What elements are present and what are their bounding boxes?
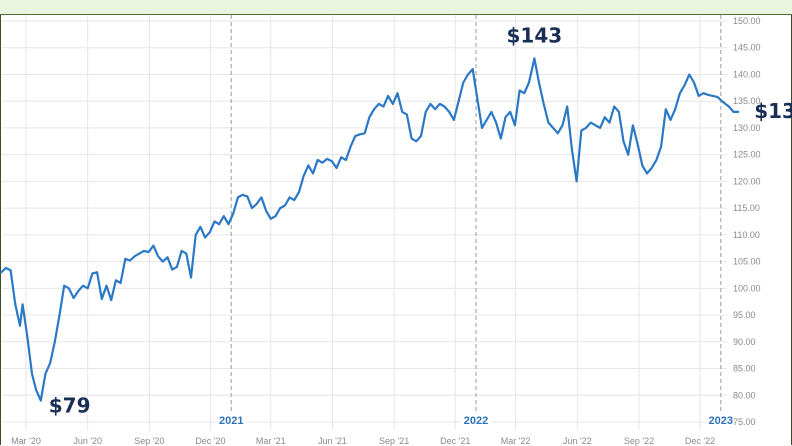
x-tick-label: Mar '21 [256, 436, 286, 446]
x-tick-label: Dec '20 [195, 436, 225, 446]
year-label-bg [460, 412, 493, 426]
x-tick-label: Sep '20 [134, 436, 164, 446]
series-line [0, 57, 740, 402]
x-axis: Mar '20 Jun '20 Sep '20 Dec '20 Mar '21 Jun '… [11, 436, 715, 446]
year-label-bg [215, 412, 248, 426]
price-annotation: $79 [49, 394, 91, 418]
x-tick-label: Jun '20 [73, 436, 102, 446]
x-tick-label: Sep '22 [624, 436, 654, 446]
y-tick-label: 95.00 [733, 310, 756, 320]
y-tick-label: 140.00 [733, 69, 761, 79]
y-tick-label: 125.00 [733, 150, 761, 160]
y-tick-label: 145.00 [733, 43, 761, 53]
y-tick-label: 110.00 [733, 230, 760, 240]
year-label: 2022 [464, 415, 488, 427]
x-tick-label: Jun '22 [563, 436, 592, 446]
year-markers: 2021 2022 2023 [215, 15, 737, 427]
x-tick-label: Mar '20 [11, 436, 41, 446]
y-tick-label: 135.00 [733, 96, 761, 106]
x-tick-label: Mar '22 [501, 436, 531, 446]
top-band [0, 0, 792, 15]
x-tick-label: Jun '21 [318, 436, 347, 446]
y-axis: 75.00 80.00 85.00 90.00 95.00 100.00 105.00 110… [733, 16, 761, 427]
x-tick-label: Sep '21 [379, 436, 409, 446]
x-tick-label: Dec '21 [440, 436, 470, 446]
y-tick-label: 115.00 [733, 203, 760, 213]
year-label: 2021 [219, 415, 243, 427]
year-label-bg [704, 412, 737, 426]
year-label: 2023 [709, 415, 733, 427]
x-tick-label: Dec '22 [685, 436, 715, 446]
y-tick-label: 85.00 [733, 364, 756, 374]
y-tick-label: 80.00 [733, 390, 756, 400]
y-tick-label: 100.00 [733, 283, 761, 293]
annotations: $79 $143 $133 [49, 23, 792, 417]
price-annotation: $133 [754, 99, 792, 123]
y-tick-label: 130.00 [733, 123, 761, 133]
y-tick-label: 105.00 [733, 257, 761, 267]
y-tick-label: 120.00 [733, 176, 761, 186]
price-annotation: $143 [507, 23, 563, 47]
y-tick-label: 90.00 [733, 337, 756, 347]
y-tick-label: 75.00 [733, 417, 756, 427]
grid [2, 15, 727, 430]
y-tick-label: 150.00 [733, 16, 761, 26]
